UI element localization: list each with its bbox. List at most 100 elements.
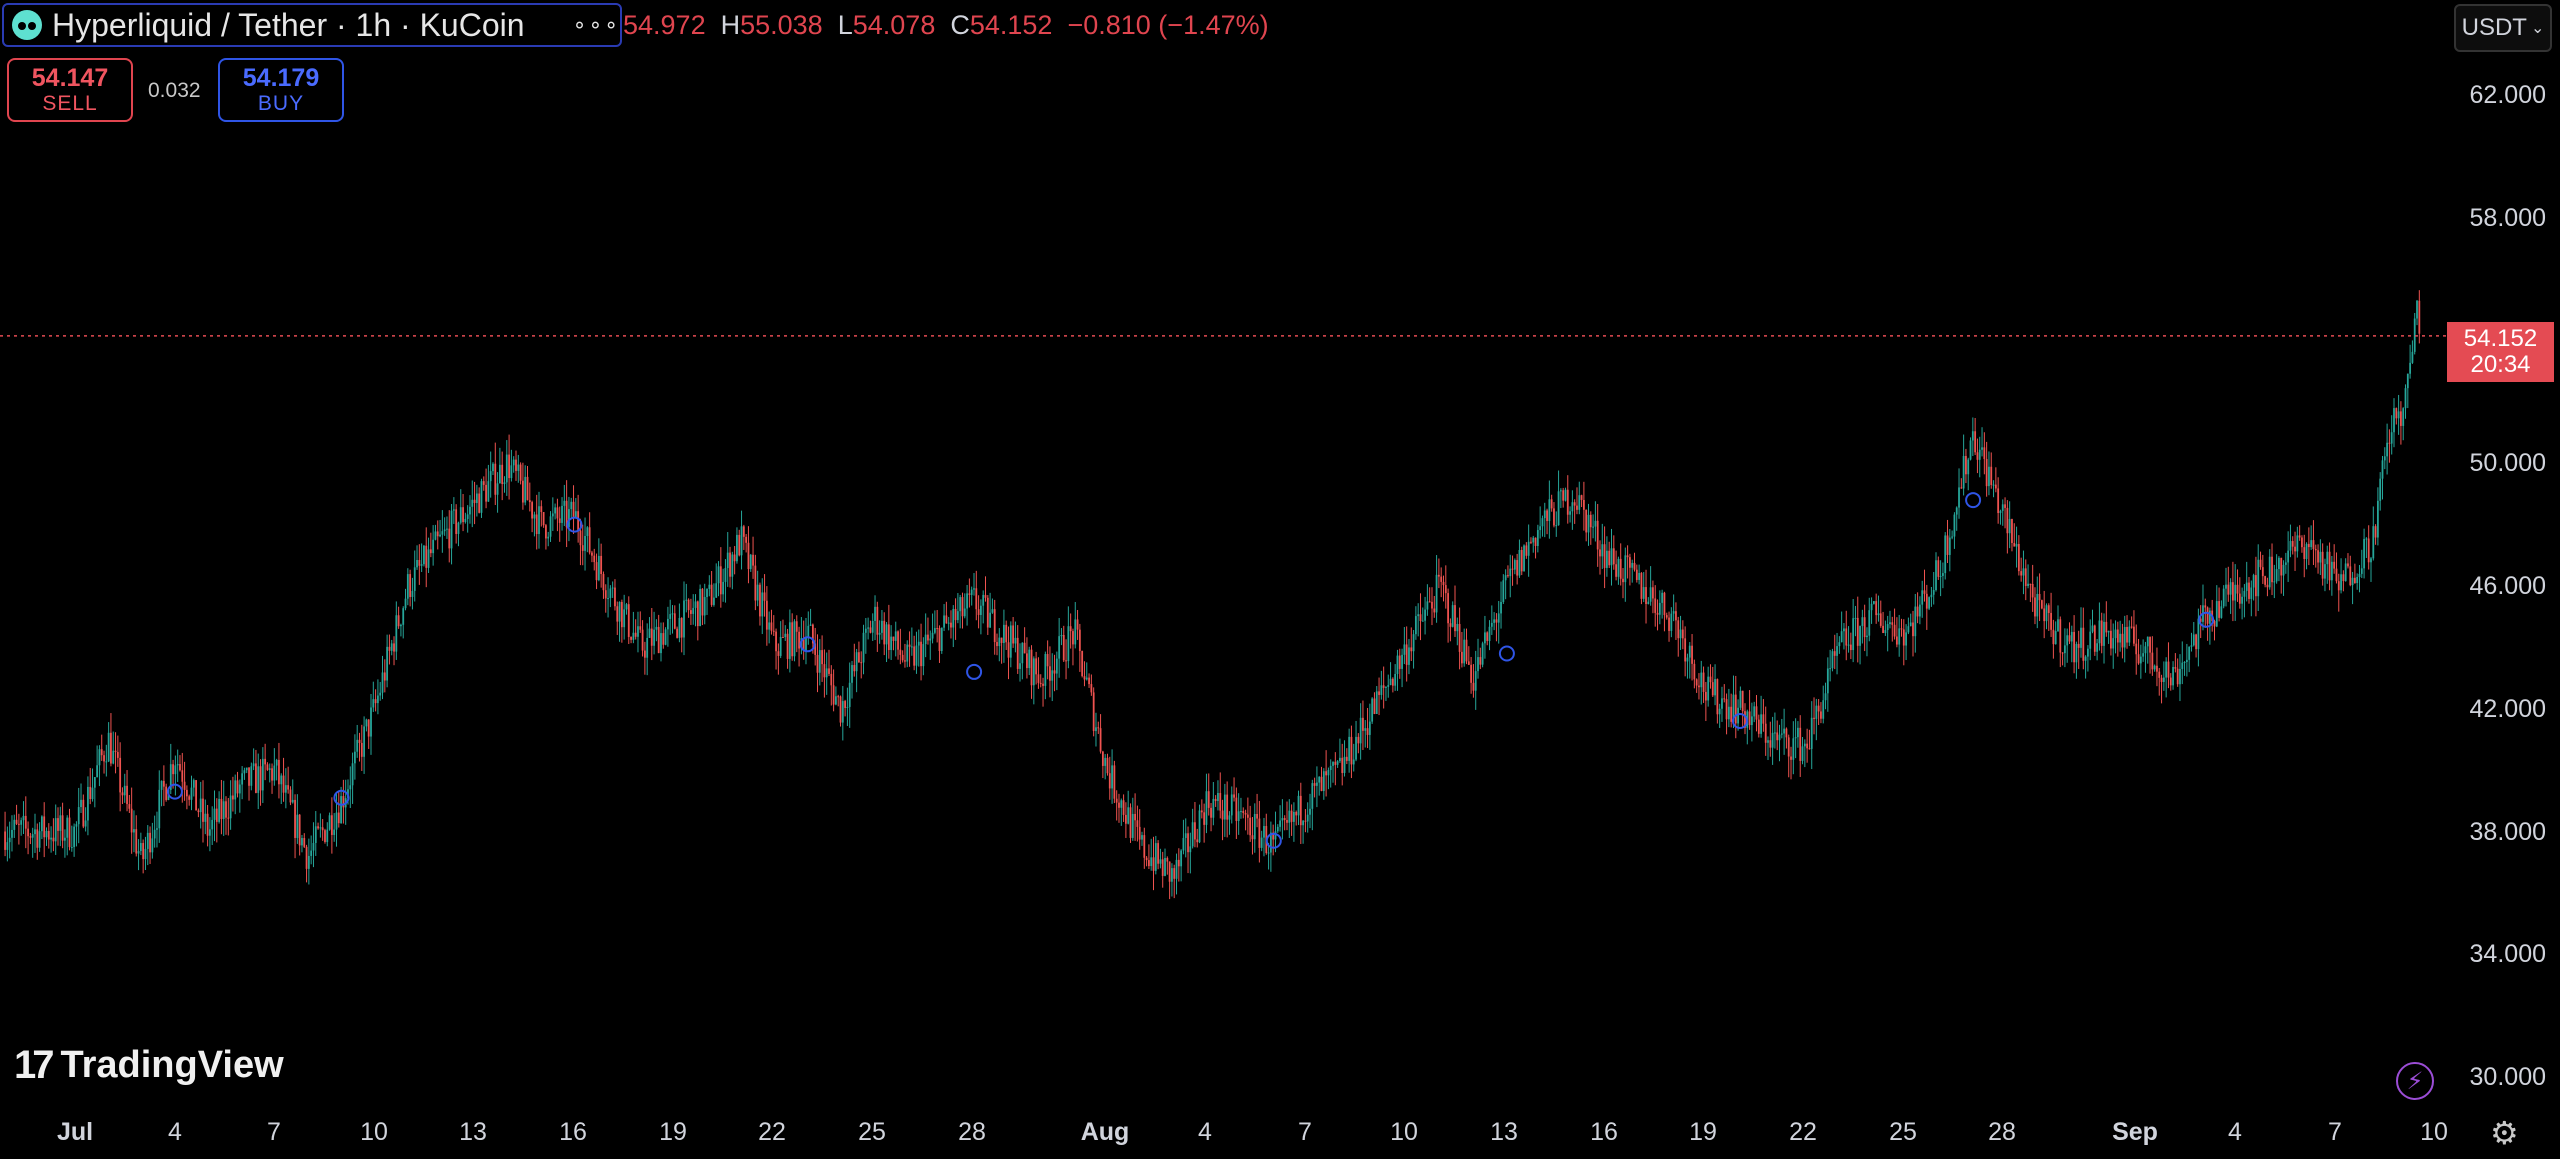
candle-body	[1150, 857, 1153, 867]
candle-body	[844, 701, 847, 708]
candle-body	[1200, 810, 1203, 813]
more-options-icon[interactable]: ∘∘∘	[572, 12, 620, 37]
candle-body	[2174, 666, 2177, 669]
candle-body	[1194, 822, 1196, 840]
candle-body	[1978, 449, 1981, 460]
candle-body	[1497, 613, 1500, 623]
candle-body	[204, 813, 207, 822]
tradingview-logo[interactable]: 17 TradingView	[14, 1043, 284, 1088]
candle-body	[2257, 559, 2260, 597]
candle-body	[756, 584, 759, 601]
candle-body	[779, 637, 782, 656]
event-marker[interactable]	[1498, 645, 1515, 662]
candle-body	[666, 618, 669, 630]
buy-button[interactable]: 54.179 BUY	[218, 58, 344, 122]
sell-button[interactable]: 54.147 SELL	[7, 58, 133, 122]
candle-body	[701, 588, 704, 616]
candle-body	[2103, 621, 2105, 646]
candle-body	[1440, 576, 1443, 582]
candle-body	[1856, 617, 1859, 646]
candle-body	[823, 664, 826, 678]
candle-body	[1771, 732, 1774, 748]
candle-body	[381, 672, 384, 693]
candle-body	[1081, 650, 1084, 677]
candle-body	[416, 559, 418, 568]
candle-body	[1608, 550, 1611, 566]
candle-body	[2130, 626, 2133, 628]
candle-body	[77, 807, 80, 825]
event-marker[interactable]	[1265, 832, 1282, 849]
candle-body	[487, 481, 490, 502]
candle-body	[947, 622, 950, 624]
symbol-header[interactable]: Hyperliquid / Tether · 1h · KuCoin ∘∘∘	[2, 3, 622, 47]
candle-body	[321, 827, 324, 831]
event-marker[interactable]	[1965, 492, 1982, 509]
candle-body	[1698, 685, 1700, 688]
gear-icon[interactable]: ⚙	[2490, 1115, 2519, 1151]
candle-body	[2188, 646, 2191, 660]
candle-body	[206, 813, 209, 836]
candle-body	[2271, 556, 2273, 583]
candle-body	[1925, 593, 1928, 609]
candle-body	[1171, 868, 1173, 882]
candle-body	[1493, 619, 1496, 623]
candle-body	[489, 471, 492, 482]
candle-body	[1152, 857, 1155, 871]
lightning-bolt-icon[interactable]: ⚡	[2396, 1062, 2434, 1100]
candle-body	[837, 696, 840, 698]
candle-body	[2045, 605, 2048, 622]
candle-body	[1060, 634, 1063, 637]
candle-body	[1679, 629, 1682, 639]
event-marker[interactable]	[566, 516, 583, 533]
candle-body	[2015, 543, 2018, 547]
candle-body	[1645, 587, 1647, 605]
candle-body	[878, 632, 881, 635]
candle-body	[1302, 820, 1305, 826]
candle-body	[1246, 814, 1249, 818]
candle-body	[2172, 666, 2174, 686]
candle-body	[1783, 728, 1786, 734]
event-marker[interactable]	[166, 783, 183, 800]
candle-body	[1840, 631, 1843, 643]
candle-body	[2397, 411, 2400, 419]
candle-body	[1316, 782, 1318, 786]
candle-body	[2082, 627, 2085, 661]
candle-body	[2061, 652, 2064, 654]
candle-body	[542, 512, 545, 526]
candle-body	[1633, 562, 1636, 570]
candle-body	[1734, 694, 1737, 724]
currency-selector[interactable]: USDT ⌄	[2454, 4, 2552, 52]
candle-body	[528, 500, 531, 503]
event-marker[interactable]	[2198, 611, 2215, 628]
candle-body	[390, 643, 393, 651]
candle-body	[457, 522, 460, 534]
candle-body	[1431, 601, 1433, 609]
candle-body	[2100, 620, 2103, 646]
time-axis-label: 16	[559, 1118, 587, 1146]
candle-body	[1304, 820, 1307, 822]
event-marker[interactable]	[799, 636, 816, 653]
candle-body	[282, 775, 285, 793]
candle-body	[1035, 658, 1038, 675]
candle-body	[761, 592, 764, 617]
candle-body	[436, 531, 439, 537]
candle-body	[4, 831, 6, 850]
candle-body	[1918, 604, 1921, 617]
candle-body	[1891, 622, 1894, 625]
candle-body	[1189, 846, 1192, 853]
candle-body	[733, 554, 736, 562]
candle-body	[1813, 717, 1815, 719]
event-marker[interactable]	[1732, 713, 1748, 730]
candle-body	[1971, 431, 1974, 441]
candle-body	[1790, 756, 1792, 760]
event-marker[interactable]	[333, 789, 350, 806]
candle-body	[1120, 800, 1123, 808]
candle-body	[179, 764, 181, 771]
candle-body	[1180, 850, 1183, 867]
event-marker[interactable]	[966, 663, 983, 680]
candle-body	[284, 785, 287, 793]
candle-body	[673, 613, 676, 629]
candle-body	[1329, 765, 1332, 770]
candle-body	[2093, 625, 2096, 652]
